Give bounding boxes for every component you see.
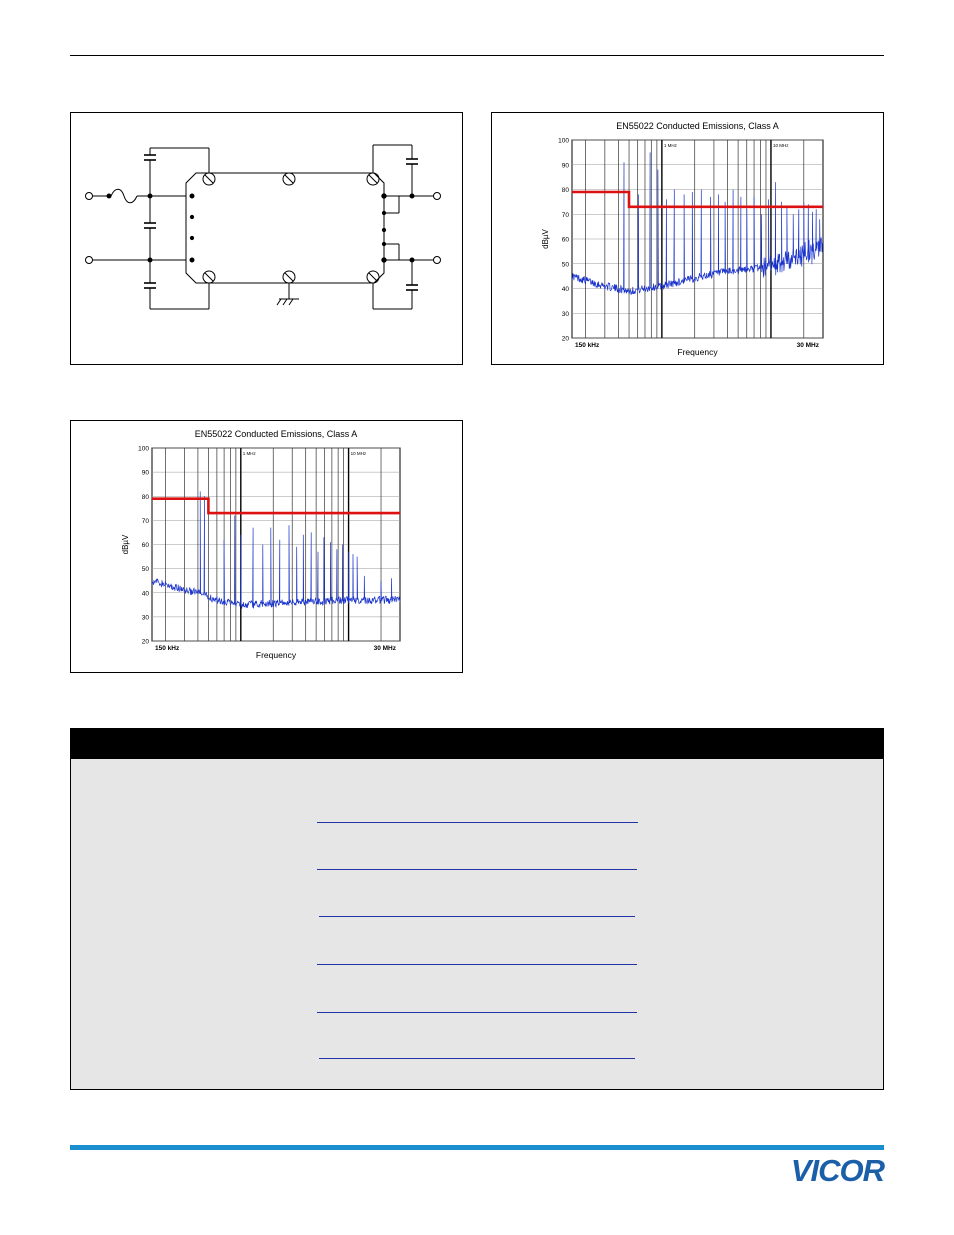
y-tick-label: 50: [142, 566, 150, 573]
y-tick-label: 40: [142, 590, 150, 597]
y-tick-label: 30: [562, 311, 570, 318]
footer-rule: [70, 1145, 884, 1150]
related-info-box: [70, 728, 884, 1090]
link-underline-6[interactable]: [319, 1058, 635, 1059]
output-terminal-negative: [433, 256, 441, 264]
emission-trace: [571, 152, 824, 295]
emission-trace: [151, 491, 401, 609]
chart-title: EN55022 Conducted Emissions, Class A: [616, 121, 779, 131]
x-marker-label: 10 MHz: [773, 143, 789, 148]
y-tick-label: 70: [142, 518, 150, 525]
fuse-symbol: [110, 188, 138, 204]
y-tick-label: 100: [558, 138, 569, 145]
svg-text:VICOR: VICOR: [791, 1153, 886, 1188]
x-max-label: 30 MHz: [797, 342, 820, 349]
y-tick-label: 30: [142, 614, 150, 621]
y-tick-label: 60: [142, 542, 150, 549]
output-terminal-positive: [433, 192, 441, 200]
input-terminal-positive: [85, 192, 93, 200]
link-underline-5[interactable]: [317, 1012, 637, 1013]
emissions-chart-1: EN55022 Conducted Emissions, Class A 20 30…: [541, 121, 824, 357]
link-underline-3[interactable]: [319, 916, 635, 917]
chart-title: EN55022 Conducted Emissions, Class A: [195, 429, 358, 439]
x-min-label: 150 kHz: [575, 342, 600, 349]
x-axis-title: Frequency: [256, 650, 297, 660]
y-tick-label: 80: [562, 187, 570, 194]
y-tick-label: 20: [142, 639, 150, 646]
y-tick-label: 100: [138, 446, 149, 453]
y-axis-title: dBµV: [121, 534, 130, 554]
emissions-chart-panel-2: EN55022 Conducted Emissions, Class A 20 30…: [70, 420, 463, 673]
link-underline-1[interactable]: [317, 822, 638, 823]
header-rule: [70, 55, 884, 56]
x-min-label: 150 kHz: [155, 645, 180, 652]
module-screw-icon: [202, 172, 380, 284]
emissions-chart-panel-1: EN55022 Conducted Emissions, Class A 20 30…: [491, 112, 884, 365]
y-tick-label: 80: [142, 494, 150, 501]
y-tick-label: 50: [562, 261, 570, 268]
class-a-limit-line: [152, 497, 400, 515]
filter-schematic-diagram: [85, 144, 441, 310]
filter-schematic-panel: [70, 112, 463, 365]
class-a-limit-line: [572, 190, 823, 209]
y-axis-title: dBµV: [541, 228, 550, 248]
link-underline-4[interactable]: [317, 964, 637, 965]
emissions-chart-2: EN55022 Conducted Emissions, Class A 20 30…: [121, 429, 401, 660]
x-marker-label: 1 MHz: [243, 451, 257, 456]
related-info-header: [71, 729, 883, 759]
x-marker-label: 1 MHz: [664, 143, 678, 148]
x-max-label: 30 MHz: [374, 645, 397, 652]
x-marker-label: 10 MHz: [351, 451, 367, 456]
y-tick-label: 40: [562, 286, 570, 293]
y-tick-label: 70: [562, 212, 570, 219]
link-underline-2[interactable]: [317, 869, 637, 870]
x-axis-title: Frequency: [677, 347, 718, 357]
y-tick-label: 20: [562, 336, 570, 343]
vicor-logo: VICOR: [791, 1153, 886, 1188]
y-tick-label: 60: [562, 237, 570, 244]
input-terminal-negative: [85, 256, 93, 264]
y-tick-label: 90: [562, 162, 570, 169]
module-body: [185, 172, 385, 284]
y-tick-label: 90: [142, 470, 150, 477]
